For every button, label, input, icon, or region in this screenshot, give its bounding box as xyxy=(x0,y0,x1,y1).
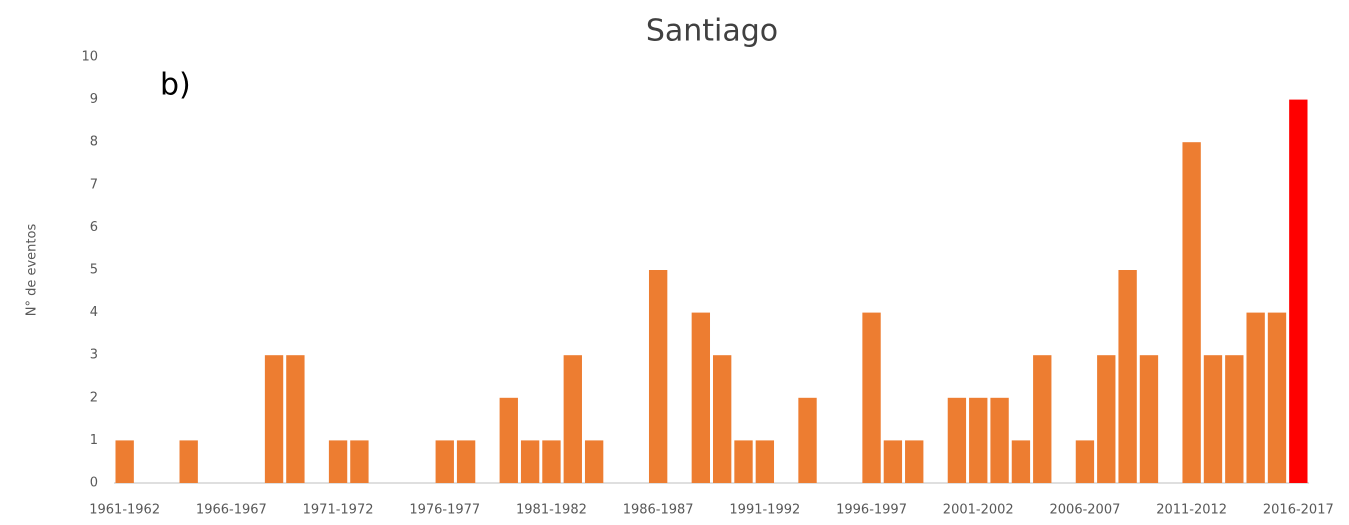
y-tick-label: 5 xyxy=(90,263,98,278)
x-tick-label: 1961-1962 xyxy=(89,503,160,518)
bar xyxy=(264,355,284,483)
x-tick-label: 1971-1972 xyxy=(303,503,374,518)
y-axis-label: N° de eventos xyxy=(25,224,40,317)
y-tick-label: 2 xyxy=(90,390,98,405)
bar xyxy=(648,270,668,483)
y-tick-label: 1 xyxy=(90,433,98,448)
bar xyxy=(905,440,924,483)
bar xyxy=(115,440,134,483)
y-tick-label: 10 xyxy=(81,50,98,65)
bar xyxy=(1225,355,1244,483)
bar xyxy=(1011,440,1031,483)
x-tick-label: 2006-2007 xyxy=(1050,503,1121,518)
bar xyxy=(520,440,540,483)
bar xyxy=(1139,355,1159,483)
x-tick-label: 1966-1967 xyxy=(196,503,267,518)
bar xyxy=(542,440,561,483)
x-tick-label: 2001-2002 xyxy=(943,503,1014,518)
bar xyxy=(1289,99,1308,483)
bar xyxy=(286,355,305,483)
y-tick-label: 0 xyxy=(90,476,98,491)
x-tick-label: 1996-1997 xyxy=(836,503,907,518)
bar xyxy=(990,397,1009,483)
bar xyxy=(1246,312,1265,483)
bar xyxy=(1118,270,1137,483)
y-tick-label: 6 xyxy=(90,220,98,235)
bar xyxy=(1033,355,1052,483)
x-tick-label: 1986-1987 xyxy=(623,503,694,518)
bar xyxy=(499,397,518,483)
bar xyxy=(734,440,753,483)
bar xyxy=(969,397,988,483)
bar xyxy=(328,440,348,483)
bar xyxy=(563,355,582,483)
bar xyxy=(862,312,881,483)
bar xyxy=(1203,355,1223,483)
bar xyxy=(883,440,903,483)
bar xyxy=(1075,440,1095,483)
y-tick-label: 4 xyxy=(90,305,98,320)
y-tick-label: 8 xyxy=(90,135,98,150)
bar xyxy=(179,440,198,483)
bar xyxy=(1182,142,1201,483)
bar xyxy=(435,440,454,483)
bar xyxy=(456,440,476,483)
bar xyxy=(584,440,604,483)
annotation: b) xyxy=(160,68,191,103)
bar xyxy=(1267,312,1287,483)
bar xyxy=(798,397,817,483)
bar xyxy=(947,397,967,483)
x-tick-label: 1981-1982 xyxy=(516,503,587,518)
y-tick-label: 9 xyxy=(90,92,98,107)
y-tick-label: 3 xyxy=(90,348,98,363)
x-tick-label: 2016-2017 xyxy=(1263,503,1334,518)
bar xyxy=(712,355,732,483)
y-tick-label: 7 xyxy=(90,177,98,192)
x-tick-label: 1991-1992 xyxy=(729,503,800,518)
x-tick-label: 1976-1977 xyxy=(409,503,480,518)
bar xyxy=(691,312,711,483)
x-tick-label: 2011-2012 xyxy=(1156,503,1227,518)
bar xyxy=(350,440,369,483)
bar xyxy=(755,440,775,483)
chart-title: Santiago xyxy=(646,14,778,49)
bar xyxy=(1097,355,1116,483)
